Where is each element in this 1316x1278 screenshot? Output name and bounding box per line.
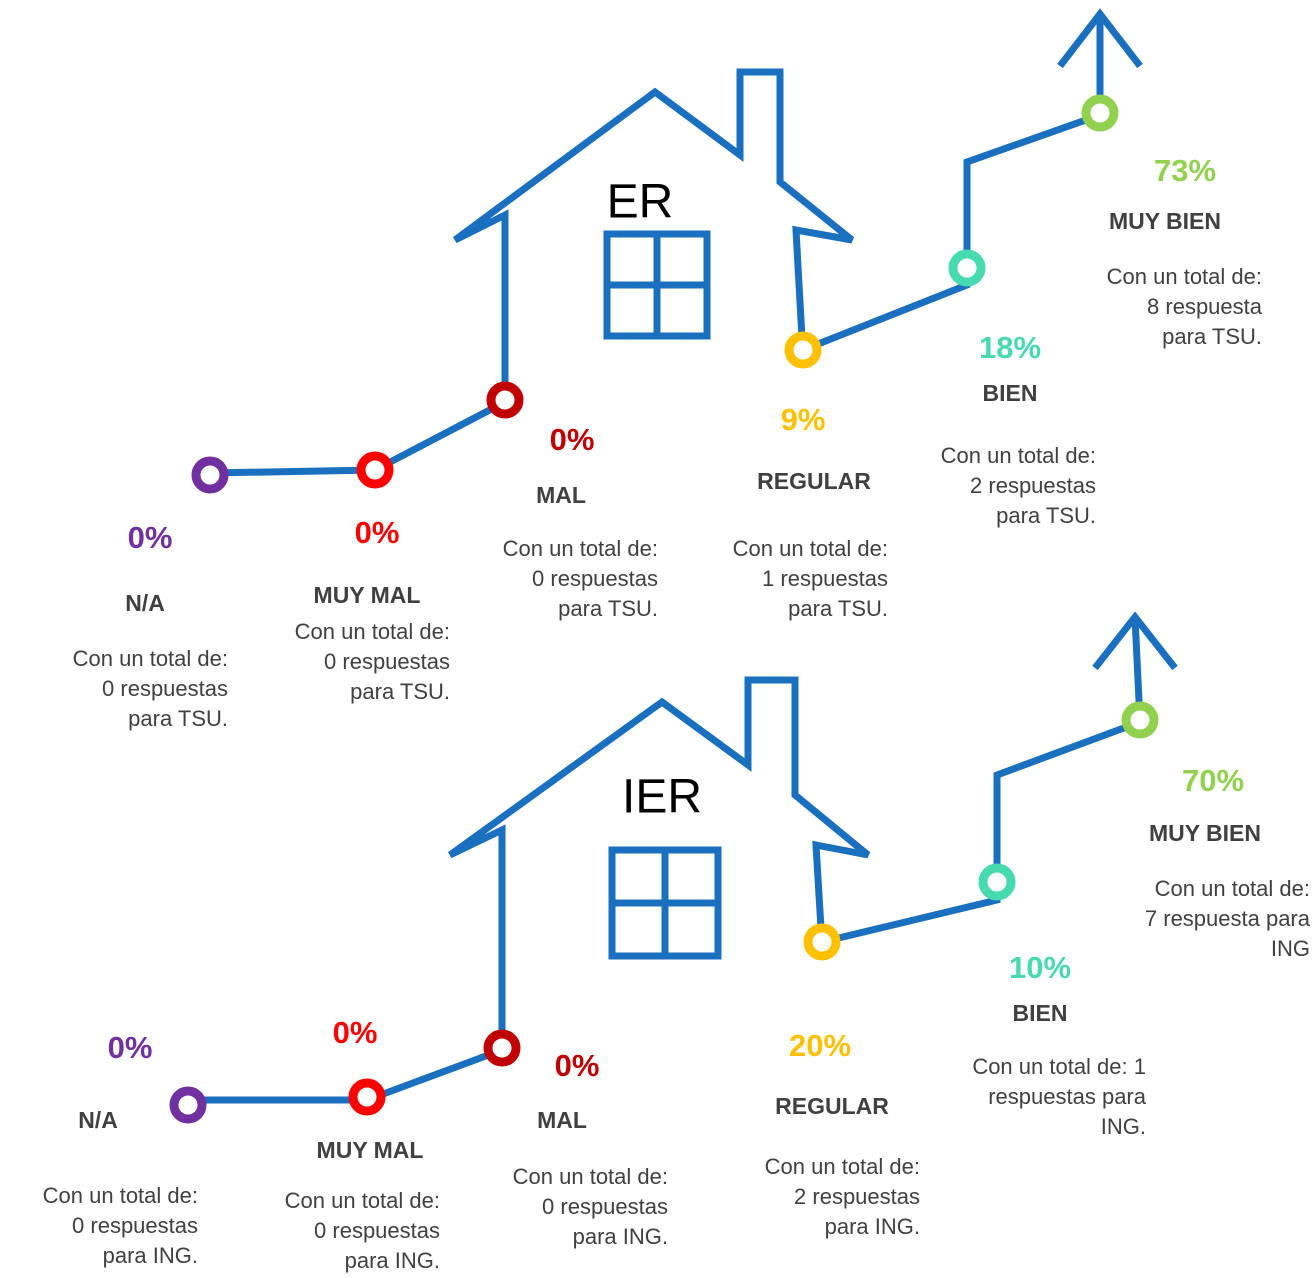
description-line: Con un total de: [513,1164,668,1189]
percent: 73% [1154,153,1216,188]
description-line: 0 respuestas [102,676,228,701]
description-line: Con un total de: [765,1154,920,1179]
description-line: Con un total de: [1107,264,1262,289]
path-line [801,14,1104,354]
milestone-marker [784,331,822,369]
description-line: para TSU. [350,679,450,704]
description-line: 0 respuestas [532,566,658,591]
description-line: para ING. [345,1248,440,1273]
description-line: Con un total de: [503,536,658,561]
path-line [209,398,507,477]
description-line: Con un total de: 1 [972,1054,1146,1079]
description-line: para ING. [573,1224,668,1249]
description-line: Con un total de: [73,646,228,671]
rating-label: MUY MAL [314,582,421,608]
path-line [188,1046,504,1104]
rating-label: MAL [536,482,586,508]
percent: 18% [979,330,1041,365]
description-line: 0 respuestas [72,1213,198,1238]
house-ier [188,611,1178,1104]
milestone-marker [1081,94,1119,132]
milestone-marker [486,381,524,419]
rating-label: MUY BIEN [1109,208,1221,234]
milestone-marker [483,1029,521,1067]
description-line: 2 respuestas [794,1184,920,1209]
description-line: Con un total de: [1155,876,1310,901]
description-line: Con un total de: [285,1188,440,1213]
description-line: 8 respuesta [1147,294,1263,319]
milestone-marker [356,451,394,489]
description-line: 0 respuestas [542,1194,668,1219]
description-line: para TSU. [996,503,1096,528]
percent: 10% [1009,950,1071,985]
arrow-head [1057,8,1143,69]
description-line: Con un total de: [733,536,888,561]
rating-label: REGULAR [757,468,871,494]
rating-label: MUY BIEN [1149,820,1261,846]
percent: 0% [128,520,173,555]
milestone-marker [803,923,841,961]
percent: 20% [789,1028,851,1063]
percent: 0% [550,422,595,457]
percent: 0% [108,1030,153,1065]
percent: 70% [1182,763,1244,798]
path-line [821,616,1144,946]
milestone-marker [348,1078,386,1116]
percent: 0% [355,515,400,550]
percent: 0% [333,1015,378,1050]
house-title: IER [622,771,702,824]
rating-label: N/A [78,1107,118,1133]
description-line: Con un total de: [941,443,1096,468]
description-line: 7 respuesta para [1145,906,1311,931]
rating-label: N/A [125,590,165,616]
description-line: para TSU. [788,596,888,621]
description-line: ING. [1101,1114,1146,1139]
rating-label: MUY MAL [317,1137,424,1163]
percent: 0% [555,1048,600,1083]
percent: 9% [781,402,826,437]
milestone-marker [191,456,229,494]
description-line: Con un total de: [295,619,450,644]
milestone-marker [948,249,986,287]
rating-label: MAL [537,1107,587,1133]
description-line: 0 respuestas [314,1218,440,1243]
description-line: para TSU. [1162,324,1262,349]
description-line: para ING. [825,1214,920,1239]
description-line: 1 respuestas [762,566,888,591]
description-line: para TSU. [558,596,658,621]
milestone-marker [978,863,1016,901]
house-title: ER [607,176,674,229]
description-line: respuestas para [988,1084,1147,1109]
house-outline [452,68,855,398]
description-line: ING [1271,936,1310,961]
description-line: 2 respuestas [970,473,1096,498]
description-line: para TSU. [128,706,228,731]
house-outline [447,676,871,1045]
rating-label: BIEN [1013,1000,1068,1026]
rating-label: REGULAR [775,1093,889,1119]
description-line: para ING. [103,1243,198,1268]
milestone-marker [169,1086,207,1124]
description-line: 0 respuestas [324,649,450,674]
rating-label: BIEN [983,380,1038,406]
milestone-marker [1121,701,1159,739]
description-line: Con un total de: [43,1183,198,1208]
house-er [209,8,1143,477]
arrow-head [1092,611,1178,671]
